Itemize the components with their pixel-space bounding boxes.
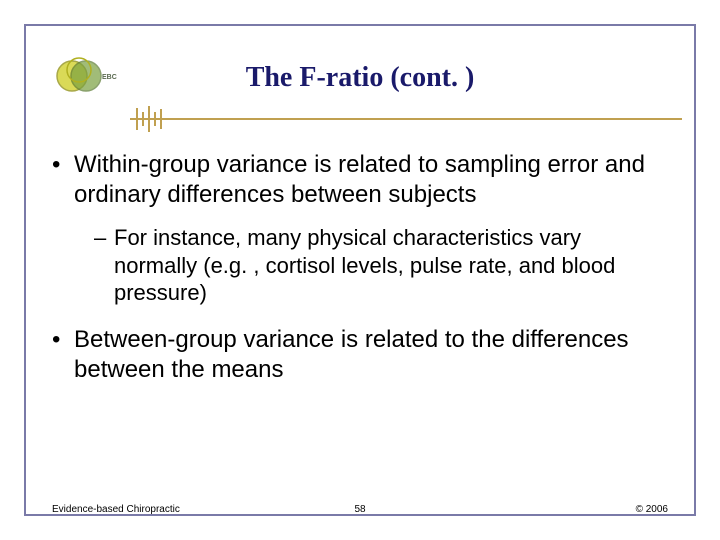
bullet-item: Between-group variance is related to the… [52,325,668,385]
bullet-item: Within-group variance is related to samp… [52,150,668,210]
slide-body: Within-group variance is related to samp… [52,150,668,399]
bullet-text: Within-group variance is related to samp… [74,151,645,208]
sub-bullet-item: For instance, many physical characterist… [52,224,668,307]
sub-bullet-text: For instance, many physical characterist… [114,225,615,305]
slide-title: The F-ratio (cont. ) [0,62,720,94]
divider-line [130,116,682,122]
footer-page-number: 58 [52,504,668,515]
footer-copyright: © 2006 [636,504,668,515]
bullet-text: Between-group variance is related to the… [74,326,629,383]
